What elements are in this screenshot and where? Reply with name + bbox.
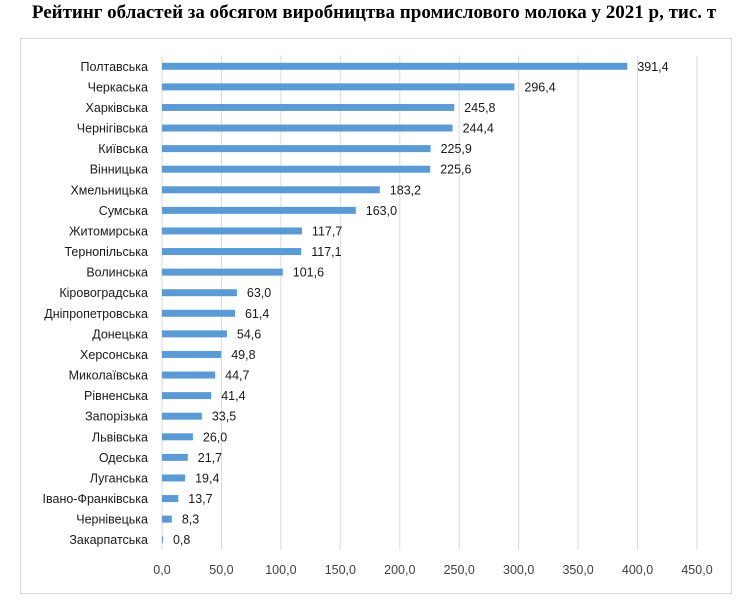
bar xyxy=(162,515,172,523)
category-label: Одеська xyxy=(99,451,148,465)
x-tick-label: 350,0 xyxy=(562,563,593,577)
value-label: 244,4 xyxy=(463,122,494,136)
category-label: Черкаська xyxy=(88,80,148,94)
value-label: 63,0 xyxy=(247,286,271,300)
category-label: Чернівецька xyxy=(76,513,148,527)
value-label: 117,1 xyxy=(311,245,341,259)
category-label: Кіровоградська xyxy=(59,286,148,300)
category-label: Луганська xyxy=(90,471,148,485)
bar xyxy=(162,206,356,214)
x-tick-label: 200,0 xyxy=(384,563,415,577)
bar xyxy=(162,412,202,420)
bar xyxy=(162,495,179,503)
x-tick-label: 300,0 xyxy=(503,563,534,577)
category-label: Київська xyxy=(98,142,148,156)
category-label: Дніпропетровська xyxy=(44,307,148,321)
category-label: Запорізька xyxy=(85,410,148,424)
category-label: Харківська xyxy=(86,101,148,115)
category-label: Житомирська xyxy=(69,224,148,238)
bar xyxy=(162,248,302,256)
category-label: Рівненська xyxy=(84,389,148,403)
category-label: Донецька xyxy=(92,327,148,341)
bar xyxy=(162,83,515,91)
value-label: 245,8 xyxy=(464,101,495,115)
category-label: Вінницька xyxy=(90,163,148,177)
bar xyxy=(162,62,628,70)
value-label: 296,4 xyxy=(524,80,555,94)
chart-frame xyxy=(20,38,732,594)
value-label: 117,7 xyxy=(312,224,342,238)
x-tick-label: 150,0 xyxy=(325,563,356,577)
value-label: 41,4 xyxy=(221,389,245,403)
bar xyxy=(162,227,302,235)
category-label: Полтавська xyxy=(81,60,148,74)
category-label: Тернопільська xyxy=(64,245,148,259)
bar xyxy=(162,186,380,194)
x-tick-label: 50,0 xyxy=(209,563,233,577)
value-label: 44,7 xyxy=(225,369,249,383)
value-label: 225,6 xyxy=(440,163,471,177)
value-label: 183,2 xyxy=(390,183,421,197)
category-label: Миколаївська xyxy=(69,369,148,383)
category-label: Хмельницька xyxy=(70,183,148,197)
value-label: 225,9 xyxy=(441,142,472,156)
category-label: Чернігівська xyxy=(77,122,148,136)
chart-title: Рейтинг областей за обсягом виробництва … xyxy=(31,2,717,23)
bar xyxy=(162,474,186,482)
x-tick-label: 450,0 xyxy=(681,563,712,577)
value-label: 8,3 xyxy=(182,513,199,527)
bar xyxy=(162,309,235,317)
value-label: 61,4 xyxy=(245,307,269,321)
value-label: 21,7 xyxy=(198,451,222,465)
bar xyxy=(162,536,163,544)
category-label: Волинська xyxy=(86,266,148,280)
value-label: 391,4 xyxy=(637,60,668,74)
x-tick-label: 100,0 xyxy=(265,563,296,577)
bar xyxy=(162,371,216,379)
category-label: Закарпатська xyxy=(69,533,148,547)
category-label: Івано-Франківська xyxy=(43,492,149,506)
bar xyxy=(162,268,283,276)
bar xyxy=(162,124,453,132)
bar xyxy=(162,330,227,338)
bar xyxy=(162,453,188,461)
value-label: 33,5 xyxy=(212,410,236,424)
x-tick-label: 0,0 xyxy=(153,563,170,577)
value-label: 13,7 xyxy=(188,492,212,506)
value-label: 19,4 xyxy=(195,471,219,485)
value-label: 101,6 xyxy=(293,266,324,280)
bar xyxy=(162,392,212,400)
x-tick-label: 400,0 xyxy=(622,563,653,577)
category-label: Херсонська xyxy=(80,348,148,362)
value-label: 0,8 xyxy=(173,533,190,547)
bar xyxy=(162,165,431,173)
category-label: Сумська xyxy=(99,204,148,218)
category-label: Львівська xyxy=(92,430,148,444)
bar xyxy=(162,289,237,297)
bar xyxy=(162,433,193,441)
x-tick-label: 250,0 xyxy=(444,563,475,577)
value-label: 26,0 xyxy=(203,430,227,444)
bar xyxy=(162,350,222,358)
bar xyxy=(162,145,431,153)
value-label: 54,6 xyxy=(237,327,261,341)
bar xyxy=(162,103,455,111)
value-label: 163,0 xyxy=(366,204,397,218)
value-label: 49,8 xyxy=(231,348,255,362)
